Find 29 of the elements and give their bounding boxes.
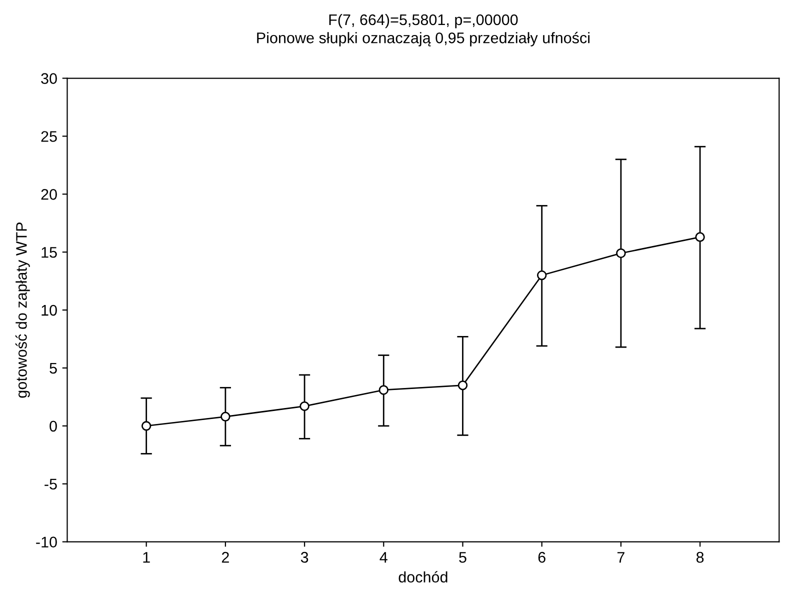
point — [458, 380, 468, 390]
chart-subtitle: Pionowe słupki oznaczają 0,95 przedziały ufności — [257, 32, 590, 46]
y-tick-label: 10 — [42, 304, 57, 316]
x-tick-label: 6 — [538, 552, 546, 563]
y-tick-label: 20 — [41, 189, 57, 200]
x-tick-label: 1 — [143, 552, 150, 563]
point — [536, 270, 547, 280]
x-tick-label: 7 — [617, 552, 624, 563]
y-tick-label: 25 — [41, 131, 57, 142]
x-tick-label: 4 — [380, 552, 388, 563]
y-tick-label: 0 — [50, 420, 57, 432]
x-tick-label: 5 — [459, 552, 466, 563]
x-tick-label: 3 — [300, 552, 308, 563]
y-tick-label: 5 — [50, 363, 57, 374]
y-tick-label: 15 — [42, 247, 57, 258]
point — [378, 385, 388, 395]
point — [141, 421, 152, 431]
x-axis-title: dochód — [398, 571, 448, 583]
chart-title: F(7, 664)=5,5801, p=,00000 — [329, 14, 518, 28]
x-tick-label: 8 — [696, 552, 704, 563]
y-tick-label: -5 — [44, 478, 57, 490]
point — [220, 412, 230, 422]
point — [300, 401, 310, 412]
x-tick-label: 2 — [222, 552, 229, 563]
y-tick-label: -10 — [36, 536, 57, 548]
y-tick-label: 30 — [41, 73, 57, 84]
point — [616, 248, 626, 258]
point — [695, 232, 705, 242]
y-axis-title: gotowość do zapłaty WTP — [15, 222, 30, 398]
